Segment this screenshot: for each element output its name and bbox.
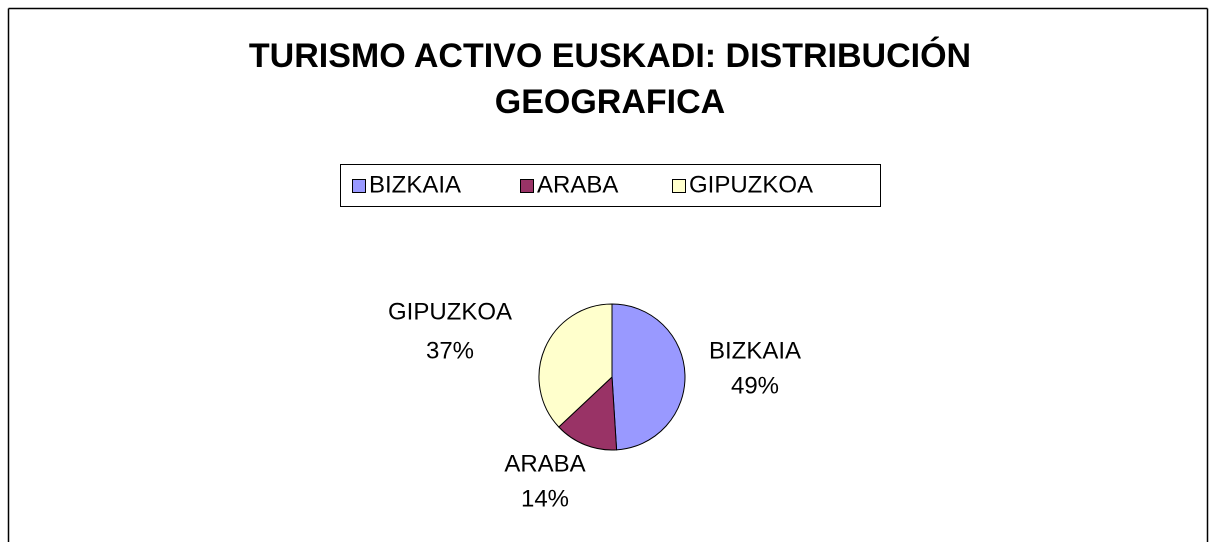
legend-label: GIPUZKOA [689,171,813,198]
pie-slice [558,375,618,451]
data-label-value: 14% [521,485,569,512]
legend-box [340,164,881,207]
legend-label: BIZKAIA [369,171,461,198]
legend-swatch [520,179,534,193]
data-label-value: 37% [426,337,474,364]
legend-swatch [352,179,366,193]
data-label-value: 49% [731,372,779,399]
legend-label: ARABA [537,171,618,198]
chart-title: TURISMO ACTIVO EUSKADI: DISTRIBUCIÓN GEO… [248,37,972,121]
pie-slice [611,303,686,451]
data-label-name: BIZKAIA [709,337,801,364]
data-label-name: GIPUZKOA [388,298,512,325]
legend-swatch [672,179,686,193]
data-label-name: ARABA [504,450,585,477]
pie-slice [538,303,613,428]
